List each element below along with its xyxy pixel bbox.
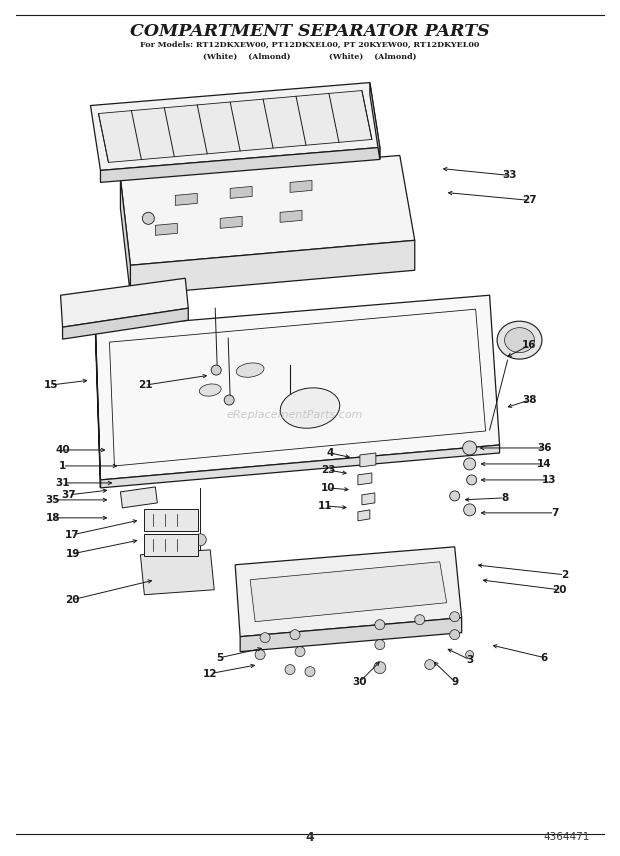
Polygon shape	[100, 147, 380, 182]
Polygon shape	[63, 308, 188, 339]
Text: 21: 21	[138, 380, 153, 390]
Circle shape	[425, 660, 435, 669]
Text: 30: 30	[353, 676, 367, 687]
Text: 9: 9	[451, 676, 458, 687]
Polygon shape	[120, 156, 415, 265]
Text: 5: 5	[216, 652, 224, 663]
Circle shape	[143, 212, 154, 224]
Text: 38: 38	[522, 395, 537, 405]
Circle shape	[255, 650, 265, 660]
Circle shape	[194, 534, 206, 546]
Circle shape	[305, 667, 315, 676]
Polygon shape	[175, 193, 197, 205]
Polygon shape	[358, 510, 370, 520]
Circle shape	[375, 639, 385, 650]
Circle shape	[464, 504, 476, 516]
Polygon shape	[156, 223, 177, 235]
Polygon shape	[230, 187, 252, 199]
Circle shape	[467, 475, 477, 484]
Polygon shape	[61, 278, 188, 327]
Polygon shape	[240, 618, 462, 651]
Text: (White)    (Almond)              (White)    (Almond): (White) (Almond) (White) (Almond)	[203, 52, 417, 61]
Text: 36: 36	[537, 443, 552, 453]
Text: 33: 33	[502, 170, 517, 181]
Text: For Models: RT12DKXEW00, PT12DKXEL00, PT 20KYEW00, RT12DKYEL00: For Models: RT12DKXEW00, PT12DKXEL00, PT…	[140, 40, 480, 49]
FancyBboxPatch shape	[144, 508, 198, 531]
Ellipse shape	[497, 321, 542, 360]
Ellipse shape	[280, 388, 340, 428]
Circle shape	[463, 441, 477, 455]
Text: 16: 16	[522, 340, 537, 350]
FancyBboxPatch shape	[144, 534, 198, 556]
Polygon shape	[140, 550, 215, 595]
Circle shape	[450, 490, 459, 501]
Ellipse shape	[236, 363, 264, 377]
Polygon shape	[362, 493, 375, 505]
Polygon shape	[120, 178, 130, 295]
Circle shape	[415, 615, 425, 625]
Text: 20: 20	[552, 585, 567, 595]
Text: 19: 19	[65, 549, 80, 559]
Text: 6: 6	[541, 652, 548, 663]
Circle shape	[466, 651, 474, 658]
Polygon shape	[370, 82, 380, 159]
Text: COMPARTMENT SEPARATOR PARTS: COMPARTMENT SEPARATOR PARTS	[130, 22, 490, 39]
Text: 8: 8	[501, 493, 508, 502]
Text: 12: 12	[203, 669, 218, 679]
Text: 3: 3	[466, 655, 473, 664]
Circle shape	[464, 458, 476, 470]
Text: 37: 37	[61, 490, 76, 500]
Circle shape	[285, 664, 295, 675]
Polygon shape	[130, 241, 415, 295]
Polygon shape	[100, 445, 500, 488]
Circle shape	[290, 630, 300, 639]
Polygon shape	[99, 91, 372, 163]
Polygon shape	[360, 453, 376, 467]
Text: 18: 18	[45, 513, 60, 523]
Text: 15: 15	[43, 380, 58, 390]
Text: 27: 27	[522, 195, 537, 205]
Text: 2: 2	[561, 570, 568, 580]
Text: 1: 1	[59, 461, 66, 471]
Circle shape	[295, 646, 305, 657]
Text: 4364471: 4364471	[543, 832, 590, 842]
Circle shape	[224, 395, 234, 405]
Polygon shape	[235, 547, 462, 637]
Circle shape	[260, 633, 270, 643]
Polygon shape	[250, 562, 446, 621]
Polygon shape	[280, 211, 302, 223]
Polygon shape	[95, 328, 100, 488]
Text: 10: 10	[321, 483, 335, 493]
Polygon shape	[358, 473, 372, 484]
Polygon shape	[220, 217, 242, 229]
Text: 31: 31	[55, 478, 70, 488]
Circle shape	[450, 630, 459, 639]
Ellipse shape	[199, 384, 221, 396]
Text: 13: 13	[542, 475, 557, 484]
Circle shape	[375, 620, 385, 630]
Text: 35: 35	[45, 495, 60, 505]
Circle shape	[211, 366, 221, 375]
Text: 4: 4	[306, 831, 314, 844]
Text: 23: 23	[321, 465, 335, 475]
Text: eReplacementParts.com: eReplacementParts.com	[227, 410, 363, 420]
Text: 11: 11	[317, 501, 332, 511]
Polygon shape	[91, 82, 380, 170]
Polygon shape	[286, 398, 294, 406]
Text: 40: 40	[55, 445, 70, 455]
Text: 4: 4	[326, 448, 334, 458]
Polygon shape	[95, 295, 500, 480]
Ellipse shape	[505, 328, 534, 353]
Text: 20: 20	[65, 595, 80, 604]
Circle shape	[450, 612, 459, 621]
Circle shape	[374, 662, 386, 674]
Polygon shape	[120, 487, 157, 508]
Text: 7: 7	[551, 508, 558, 518]
Text: 14: 14	[537, 459, 552, 469]
Text: 17: 17	[65, 530, 80, 540]
Polygon shape	[290, 181, 312, 193]
